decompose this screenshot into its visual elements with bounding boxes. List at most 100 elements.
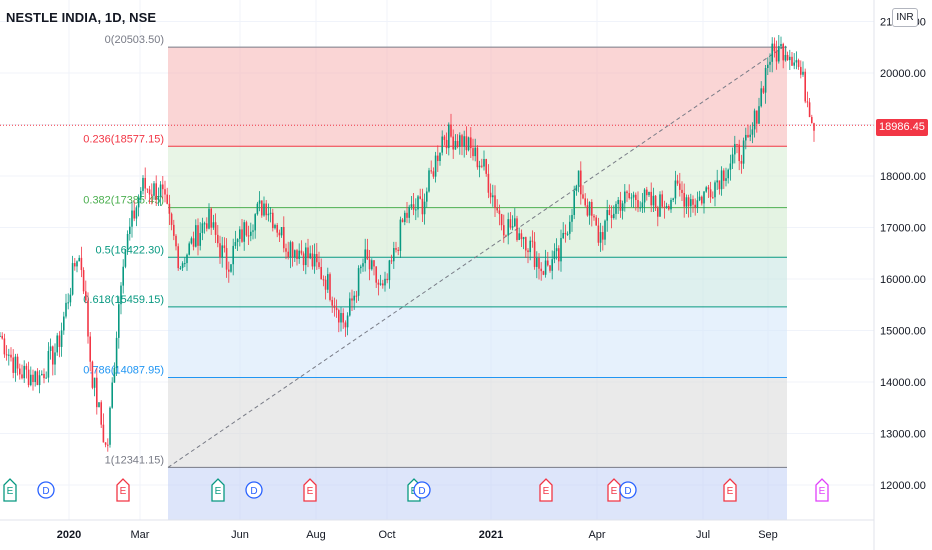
candle-body (355, 295, 358, 297)
fib-band (168, 377, 787, 468)
candle-body (729, 163, 732, 170)
candle-body (177, 246, 179, 269)
candle-body (27, 369, 30, 386)
candle-body (509, 219, 512, 228)
fib-level-label: 0.618(15459.15) (83, 294, 164, 306)
candle-body (5, 354, 8, 356)
candle-body (470, 137, 472, 149)
candle-body (745, 134, 747, 141)
candle-body (591, 201, 593, 216)
candle-body (265, 203, 267, 216)
earnings-marker[interactable] (539, 478, 553, 502)
candle-body (34, 371, 36, 383)
candle-body (712, 197, 714, 199)
candle-body (441, 136, 443, 153)
candle-body (643, 189, 646, 203)
candle-body (690, 199, 692, 207)
candle-body (459, 135, 461, 147)
candle-body (795, 60, 798, 63)
candle-body (192, 238, 195, 247)
candle-body (621, 203, 624, 211)
dividend-marker[interactable] (245, 481, 263, 499)
candle-body (685, 197, 688, 207)
candle-body (289, 242, 292, 258)
candle-body (164, 189, 166, 195)
fib-level-label: 0.5(16422.30) (96, 244, 165, 256)
earnings-marker[interactable] (607, 478, 621, 502)
currency-button[interactable]: INR (892, 8, 918, 27)
event-marker-label: D (250, 486, 257, 497)
candle-body (487, 173, 490, 193)
candle-body (135, 207, 138, 219)
candle-body (564, 232, 567, 235)
candle-body (261, 200, 263, 216)
event-marker-label: E (611, 486, 618, 497)
candle-body (522, 237, 525, 240)
candle-body (648, 191, 650, 196)
candle-body (80, 257, 83, 271)
earnings-marker[interactable] (3, 478, 17, 502)
candle-body (709, 189, 712, 198)
candle-body (56, 335, 58, 353)
candle-body (373, 260, 375, 267)
candle-body (107, 444, 109, 446)
candle-body (577, 170, 580, 186)
candle-body (234, 242, 237, 246)
candle-body (421, 198, 424, 215)
candle-body (575, 185, 578, 191)
candle-body (309, 253, 311, 259)
candle-body (602, 232, 604, 240)
fib-level-label: 1(12341.15) (105, 454, 164, 466)
candle-body (657, 207, 659, 217)
candle-body (533, 241, 536, 267)
candle-body (173, 224, 175, 236)
candle-body (632, 194, 635, 198)
candle-body (639, 207, 641, 209)
time-axis-label: Oct (378, 529, 395, 541)
earnings-marker[interactable] (723, 478, 737, 502)
candle-body (324, 279, 327, 290)
dividend-marker[interactable] (37, 481, 55, 499)
candle-body (511, 226, 514, 228)
candle-body (747, 134, 749, 138)
candle-body (386, 278, 388, 281)
candle-body (489, 192, 492, 198)
candle-body (399, 219, 402, 251)
candle-body (102, 424, 105, 443)
earnings-marker[interactable] (211, 478, 225, 502)
dividend-marker[interactable] (413, 481, 431, 499)
candle-body (159, 184, 162, 197)
candle-body (659, 194, 661, 217)
candle-body (175, 235, 177, 247)
candle-body (342, 313, 344, 323)
candle-body (318, 262, 320, 267)
earnings-marker[interactable] (116, 478, 130, 502)
candle-body (683, 192, 685, 207)
candle-body (25, 365, 28, 370)
candle-body (230, 264, 232, 272)
candle-body (476, 147, 479, 168)
earnings-marker[interactable] (303, 478, 317, 502)
candle-body (69, 294, 72, 303)
event-marker-label: D (624, 486, 631, 497)
candle-body (540, 268, 542, 272)
candle-body (775, 51, 778, 62)
candle-body (793, 62, 795, 66)
candle-body (784, 54, 787, 61)
candle-body (188, 243, 190, 255)
candle-body (331, 299, 333, 306)
fib-level-label: 0.236(18577.15) (83, 133, 164, 145)
candle-body (109, 407, 111, 445)
earnings-marker[interactable] (815, 478, 829, 502)
event-marker-label: D (418, 486, 425, 497)
candle-body (756, 110, 758, 124)
candle-body (74, 263, 76, 267)
dividend-marker[interactable] (619, 481, 637, 499)
candle-body (316, 253, 318, 263)
candle-body (707, 187, 710, 190)
fib-band (168, 467, 787, 520)
event-marker-label: E (543, 486, 550, 497)
candle-body (566, 233, 569, 235)
